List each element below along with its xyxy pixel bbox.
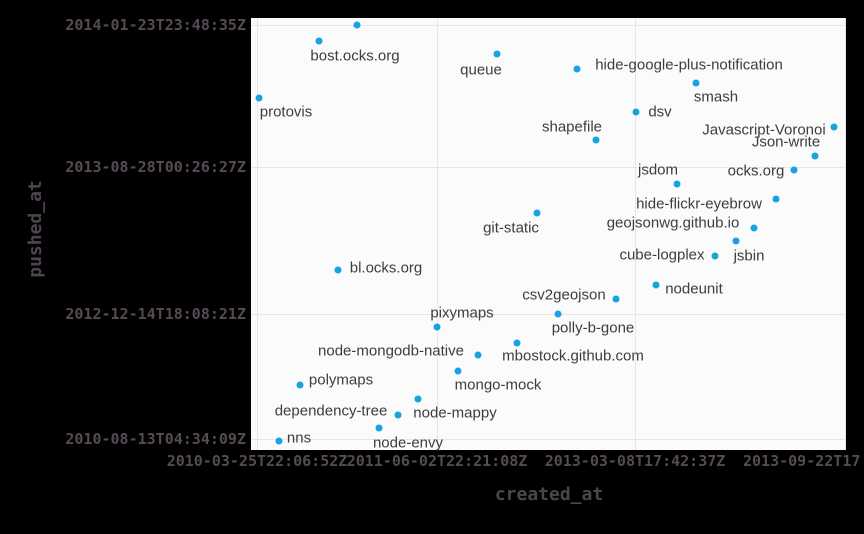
data-point-node-mappy[interactable] bbox=[414, 395, 422, 403]
x-tick-label: 2010-03-25T22:06:52Z bbox=[166, 452, 348, 470]
point-label: hide-flickr-eyebrow bbox=[636, 195, 762, 213]
data-point-pixymaps[interactable] bbox=[433, 323, 441, 331]
data-point-jsdom[interactable] bbox=[673, 180, 681, 188]
point-label: jsdom bbox=[637, 161, 679, 179]
gridline-vertical bbox=[437, 18, 438, 450]
data-point-hide-flickr-eyebrow[interactable] bbox=[772, 195, 780, 203]
data-point-polly-b-gone[interactable] bbox=[554, 310, 562, 318]
data-point-protovis[interactable] bbox=[255, 94, 263, 102]
data-point-dependency-tree[interactable] bbox=[394, 411, 402, 419]
data-point-Json-write[interactable] bbox=[811, 152, 819, 160]
data-point-ocks.org[interactable] bbox=[790, 166, 798, 174]
point-label: nns bbox=[286, 429, 312, 447]
y-tick-label: 2012-12-14T18:08:21Z bbox=[65, 305, 246, 323]
point-label: polly-b-gone bbox=[551, 319, 635, 337]
y-tick-label: 2010-08-13T04:34:09Z bbox=[65, 430, 246, 448]
data-point-polymaps[interactable] bbox=[296, 381, 304, 389]
point-label: polymaps bbox=[308, 371, 374, 389]
data-point-csv2geojson[interactable] bbox=[612, 295, 620, 303]
point-label: bost.ocks.org bbox=[310, 47, 400, 65]
data-point-cube-logplex[interactable] bbox=[711, 252, 719, 260]
point-label: nodeunit bbox=[665, 280, 723, 298]
point-label: Json-write bbox=[751, 133, 821, 151]
data-point-git-static[interactable] bbox=[533, 209, 541, 217]
gridline-horizontal bbox=[251, 439, 846, 440]
y-tick-label: 2014-01-23T23:48:35Z bbox=[65, 16, 246, 34]
point-label: protovis bbox=[259, 103, 313, 121]
data-point-smash[interactable] bbox=[692, 79, 700, 87]
data-point-mongo-mock[interactable] bbox=[454, 367, 462, 375]
point-label: git-static bbox=[483, 219, 539, 237]
point-label: hide-google-plus-notification bbox=[595, 56, 783, 74]
data-point-queue[interactable] bbox=[493, 50, 501, 58]
point-label: Javascript-Voronoi bbox=[702, 121, 826, 139]
point-label: csv2geojson bbox=[522, 286, 606, 304]
data-point-shapefile[interactable] bbox=[592, 136, 600, 144]
gridline-vertical bbox=[635, 18, 636, 450]
gridline-vertical bbox=[257, 18, 258, 450]
gridline-horizontal bbox=[251, 167, 846, 168]
point-label: geojsonwg.github.io bbox=[606, 214, 740, 232]
data-point-geojsonwg.github.io[interactable] bbox=[750, 224, 758, 232]
data-point-Javascript-Voronoi[interactable] bbox=[830, 123, 838, 131]
point-label: smash bbox=[693, 88, 739, 106]
x-tick-label: 2013-09-22T17 bbox=[743, 452, 861, 470]
data-point-bost.ocks.org[interactable] bbox=[315, 37, 323, 45]
data-point-dsv[interactable] bbox=[632, 108, 640, 116]
point-label: node-mongodb-native bbox=[318, 342, 464, 360]
data-point-bl.ocks.org[interactable] bbox=[334, 266, 342, 274]
point-label: dsv bbox=[648, 103, 672, 121]
plot-area: bost.ocks.org protovis queue hide-google-pl… bbox=[251, 18, 846, 452]
data-point[interactable] bbox=[353, 21, 361, 29]
point-label: shapefile bbox=[541, 118, 603, 136]
x-tick-label: 2011-06-02T22:21:08Z bbox=[346, 452, 528, 470]
y-axis-title: pushed_at bbox=[25, 180, 46, 278]
data-point-jsbin[interactable] bbox=[732, 237, 740, 245]
data-point-nodeunit[interactable] bbox=[652, 281, 660, 289]
point-label: pixymaps bbox=[430, 304, 494, 322]
data-point-mbostock.github.com[interactable] bbox=[513, 339, 521, 347]
data-point-node-envy[interactable] bbox=[375, 424, 383, 432]
data-point-hide-google-plus-notification[interactable] bbox=[573, 65, 581, 73]
point-label: node-mappy bbox=[413, 404, 497, 422]
gridline-horizontal bbox=[251, 314, 846, 315]
point-label: node-envy bbox=[372, 434, 444, 452]
data-point-node-mongodb-native[interactable] bbox=[474, 351, 482, 359]
point-label: cube-logplex bbox=[619, 246, 705, 264]
x-tick-label: 2013-03-08T17:42:37Z bbox=[544, 452, 726, 470]
y-tick-label: 2013-08-28T00:26:27Z bbox=[65, 158, 246, 176]
point-label: jsbin bbox=[733, 247, 765, 265]
gridline-horizontal bbox=[251, 25, 846, 26]
point-label: ocks.org bbox=[727, 162, 785, 180]
data-point-nns[interactable] bbox=[275, 437, 283, 445]
point-label: dependency-tree bbox=[274, 402, 388, 420]
point-label: mongo-mock bbox=[454, 376, 542, 394]
point-label: queue bbox=[460, 61, 502, 79]
point-label: mbostock.github.com bbox=[502, 347, 644, 365]
gridline-vertical bbox=[845, 18, 846, 450]
x-axis-title: created_at bbox=[494, 484, 604, 505]
point-label: bl.ocks.org bbox=[349, 259, 423, 277]
